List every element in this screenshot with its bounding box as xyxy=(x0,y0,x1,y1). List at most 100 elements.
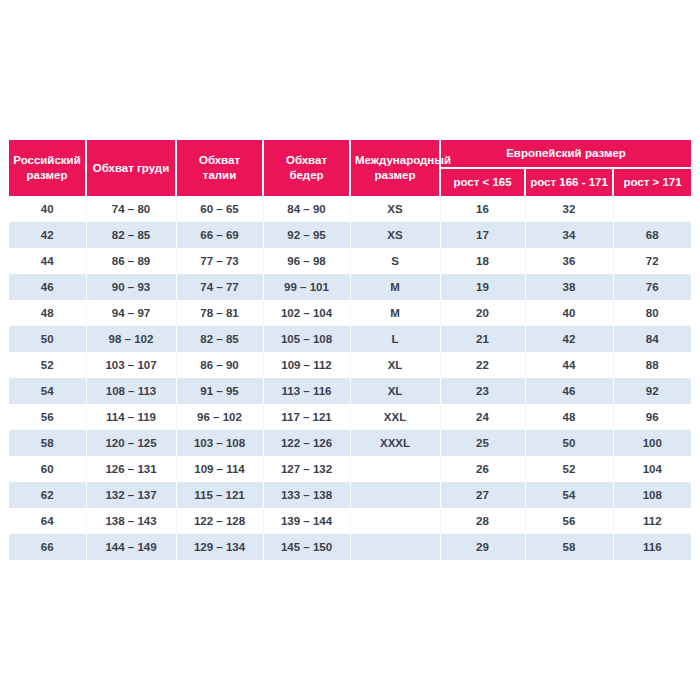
table-cell: 138 – 143 xyxy=(86,508,176,534)
table-row: 56114 – 11996 – 102117 – 121XXL244896 xyxy=(9,404,691,430)
table-cell: 17 xyxy=(440,222,525,248)
table-row: 4894 – 9778 – 81102 – 104M204080 xyxy=(9,300,691,326)
table-cell: 82 – 85 xyxy=(176,326,263,352)
table-cell: 36 xyxy=(525,248,613,274)
column-header-russian-size: Российский размер xyxy=(9,140,86,196)
table-cell: XL xyxy=(350,352,440,378)
table-cell: 86 – 89 xyxy=(86,248,176,274)
column-header-height-over-171: рост > 171 xyxy=(613,168,691,196)
column-header-international-size: Международный размер xyxy=(350,140,440,196)
table-cell: 104 xyxy=(613,456,691,482)
table-cell: 29 xyxy=(440,534,525,560)
table-cell: 54 xyxy=(525,482,613,508)
size-chart-table: Российский размер Обхват груди Обхват та… xyxy=(9,140,691,560)
table-cell: 96 xyxy=(613,404,691,430)
table-cell: 40 xyxy=(525,300,613,326)
table-cell: 127 – 132 xyxy=(263,456,350,482)
table-cell: 103 – 107 xyxy=(86,352,176,378)
table-cell: 94 – 97 xyxy=(86,300,176,326)
table-cell: 56 xyxy=(525,508,613,534)
table-cell: 60 – 65 xyxy=(176,196,263,222)
table-cell: 77 – 73 xyxy=(176,248,263,274)
table-cell: 20 xyxy=(440,300,525,326)
table-cell: 32 xyxy=(525,196,613,222)
table-cell: 145 – 150 xyxy=(263,534,350,560)
table-cell: 22 xyxy=(440,352,525,378)
table-cell: 82 – 85 xyxy=(86,222,176,248)
table-cell: 113 – 116 xyxy=(263,378,350,404)
table-cell: 132 – 137 xyxy=(86,482,176,508)
column-header-hips: Обхват бедер xyxy=(263,140,350,196)
table-cell: 24 xyxy=(440,404,525,430)
table-row: 4690 – 9374 – 7799 – 101M193876 xyxy=(9,274,691,300)
table-cell xyxy=(350,482,440,508)
table-cell: 139 – 144 xyxy=(263,508,350,534)
table-cell: 105 – 108 xyxy=(263,326,350,352)
table-cell xyxy=(613,196,691,222)
table-cell: 92 xyxy=(613,378,691,404)
table-row: 58120 – 125103 – 108122 – 126XXXL2550100 xyxy=(9,430,691,456)
table-header: Российский размер Обхват груди Обхват та… xyxy=(9,140,691,196)
table-cell: 122 – 126 xyxy=(263,430,350,456)
table-cell: 117 – 121 xyxy=(263,404,350,430)
table-cell: 16 xyxy=(440,196,525,222)
table-cell: 48 xyxy=(9,300,86,326)
table-cell: 50 xyxy=(9,326,86,352)
table-row: 62132 – 137115 – 121133 – 1382754108 xyxy=(9,482,691,508)
column-header-height-under-165: рост < 165 xyxy=(440,168,525,196)
table-cell: 86 – 90 xyxy=(176,352,263,378)
table-cell: 74 – 80 xyxy=(86,196,176,222)
table-cell: 96 – 102 xyxy=(176,404,263,430)
table-cell: 126 – 131 xyxy=(86,456,176,482)
table-cell: 18 xyxy=(440,248,525,274)
table-row: 4486 – 8977 – 7396 – 98S183672 xyxy=(9,248,691,274)
table-cell: 116 xyxy=(613,534,691,560)
table-cell: 27 xyxy=(440,482,525,508)
table-body: 4074 – 8060 – 6584 – 90XS16324282 – 8566… xyxy=(9,196,691,560)
table-cell: 52 xyxy=(525,456,613,482)
table-cell: 102 – 104 xyxy=(263,300,350,326)
table-cell: 48 xyxy=(525,404,613,430)
table-cell: 72 xyxy=(613,248,691,274)
table-cell: 144 – 149 xyxy=(86,534,176,560)
table-cell: 44 xyxy=(9,248,86,274)
table-cell: 109 – 114 xyxy=(176,456,263,482)
table-cell: 108 xyxy=(613,482,691,508)
table-cell: 60 xyxy=(9,456,86,482)
table-cell: 46 xyxy=(9,274,86,300)
table-cell: 28 xyxy=(440,508,525,534)
table-cell: 19 xyxy=(440,274,525,300)
table-cell: 62 xyxy=(9,482,86,508)
table-cell: 98 – 102 xyxy=(86,326,176,352)
table-row: 66144 – 149129 – 134145 – 1502958116 xyxy=(9,534,691,560)
table-cell: 34 xyxy=(525,222,613,248)
table-cell: 21 xyxy=(440,326,525,352)
table-cell: 40 xyxy=(9,196,86,222)
column-header-height-166-171: рост 166 - 171 xyxy=(525,168,613,196)
table-cell: 44 xyxy=(525,352,613,378)
table-cell: L xyxy=(350,326,440,352)
table-cell: 23 xyxy=(440,378,525,404)
table-cell: 76 xyxy=(613,274,691,300)
table-cell: M xyxy=(350,274,440,300)
table-cell xyxy=(350,508,440,534)
table-cell xyxy=(350,534,440,560)
table-cell: 122 – 128 xyxy=(176,508,263,534)
column-header-chest: Обхват груди xyxy=(86,140,176,196)
table-cell: 64 xyxy=(9,508,86,534)
table-row: 4282 – 8566 – 6992 – 95XS173468 xyxy=(9,222,691,248)
table-row: 54108 – 11391 – 95113 – 116XL234692 xyxy=(9,378,691,404)
table-cell: 109 – 112 xyxy=(263,352,350,378)
table-cell: XS xyxy=(350,196,440,222)
table-cell: 112 xyxy=(613,508,691,534)
table-cell: 42 xyxy=(525,326,613,352)
table-cell: 88 xyxy=(613,352,691,378)
table-cell: 74 – 77 xyxy=(176,274,263,300)
table-cell: 56 xyxy=(9,404,86,430)
table-row: 52103 – 10786 – 90109 – 112XL224488 xyxy=(9,352,691,378)
table-cell: 96 – 98 xyxy=(263,248,350,274)
table-cell: XXXL xyxy=(350,430,440,456)
table-cell: 80 xyxy=(613,300,691,326)
table-cell: 90 – 93 xyxy=(86,274,176,300)
table-row: 60126 – 131109 – 114127 – 1322652104 xyxy=(9,456,691,482)
